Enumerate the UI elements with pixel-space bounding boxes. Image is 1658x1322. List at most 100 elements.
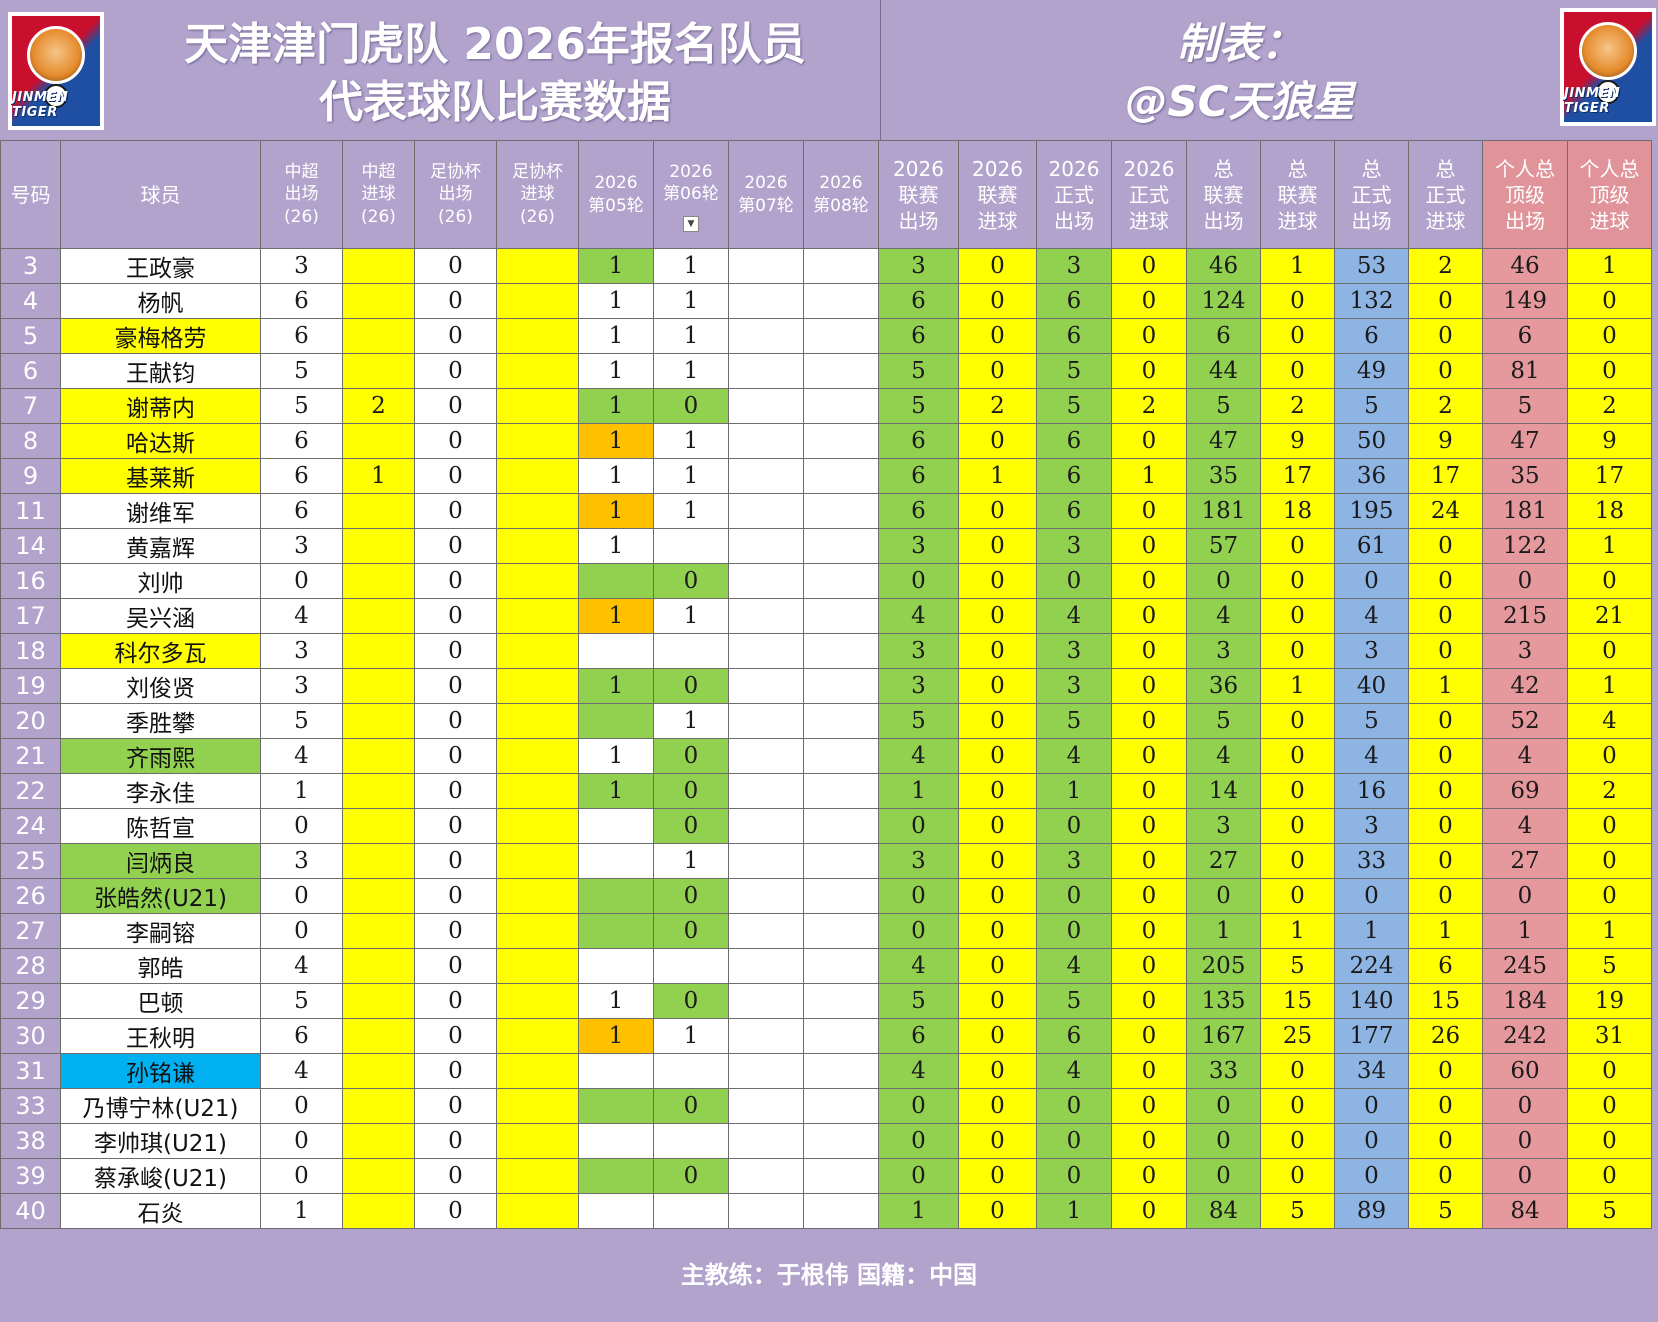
cell-personal-top-goals[interactable]: 0 bbox=[1567, 318, 1652, 354]
cell-round-07[interactable] bbox=[728, 598, 804, 634]
cell-number[interactable]: 3 bbox=[0, 248, 61, 284]
cell-round-06[interactable]: 0 bbox=[653, 1158, 729, 1194]
cell-fa-apps[interactable]: 0 bbox=[414, 913, 497, 949]
cell-round-08[interactable] bbox=[803, 528, 879, 564]
cell-2026-league-apps[interactable]: 5 bbox=[878, 353, 959, 389]
cell-number[interactable]: 7 bbox=[0, 388, 61, 424]
cell-fa-apps[interactable]: 0 bbox=[414, 458, 497, 494]
cell-round-06[interactable]: 0 bbox=[653, 563, 729, 599]
cell-2026-league-goals[interactable]: 0 bbox=[958, 1193, 1037, 1229]
cell-2026-official-apps[interactable]: 5 bbox=[1036, 983, 1112, 1019]
cell-2026-official-goals[interactable]: 0 bbox=[1111, 528, 1187, 564]
cell-csl-goals[interactable] bbox=[342, 878, 415, 914]
cell-round-05[interactable] bbox=[578, 878, 654, 914]
cell-personal-top-apps[interactable]: 0 bbox=[1482, 1123, 1568, 1159]
cell-2026-official-goals[interactable]: 0 bbox=[1111, 983, 1187, 1019]
cell-fa-apps[interactable]: 0 bbox=[414, 1158, 497, 1194]
cell-round-05[interactable] bbox=[578, 948, 654, 984]
cell-2026-league-goals[interactable]: 0 bbox=[958, 738, 1037, 774]
cell-fa-apps[interactable]: 0 bbox=[414, 493, 497, 529]
cell-player-name[interactable]: 王政豪 bbox=[60, 248, 261, 284]
cell-2026-official-goals[interactable]: 0 bbox=[1111, 633, 1187, 669]
cell-fa-apps[interactable]: 0 bbox=[414, 388, 497, 424]
cell-2026-league-goals[interactable]: 0 bbox=[958, 948, 1037, 984]
cell-csl-goals[interactable] bbox=[342, 808, 415, 844]
cell-total-official-apps[interactable]: 195 bbox=[1334, 493, 1409, 529]
cell-personal-top-apps[interactable]: 4 bbox=[1482, 738, 1568, 774]
cell-csl-apps[interactable]: 0 bbox=[260, 878, 343, 914]
cell-csl-goals[interactable] bbox=[342, 1123, 415, 1159]
cell-2026-league-goals[interactable]: 0 bbox=[958, 878, 1037, 914]
cell-personal-top-goals[interactable]: 1 bbox=[1567, 248, 1652, 284]
cell-round-08[interactable] bbox=[803, 563, 879, 599]
header-csl-goals[interactable]: 中超 进球 (26) bbox=[342, 140, 415, 249]
cell-total-official-goals[interactable]: 5 bbox=[1408, 1193, 1483, 1229]
cell-csl-goals[interactable] bbox=[342, 283, 415, 319]
cell-csl-apps[interactable]: 0 bbox=[260, 808, 343, 844]
cell-2026-official-goals[interactable]: 0 bbox=[1111, 353, 1187, 389]
cell-csl-goals[interactable] bbox=[342, 983, 415, 1019]
cell-2026-league-apps[interactable]: 4 bbox=[878, 598, 959, 634]
cell-total-league-goals[interactable]: 5 bbox=[1260, 1193, 1335, 1229]
cell-round-08[interactable] bbox=[803, 1158, 879, 1194]
cell-round-05[interactable]: 1 bbox=[578, 388, 654, 424]
cell-fa-apps[interactable]: 0 bbox=[414, 948, 497, 984]
cell-2026-official-apps[interactable]: 6 bbox=[1036, 423, 1112, 459]
cell-2026-league-apps[interactable]: 6 bbox=[878, 493, 959, 529]
cell-total-official-apps[interactable]: 177 bbox=[1334, 1018, 1409, 1054]
cell-2026-league-apps[interactable]: 3 bbox=[878, 843, 959, 879]
cell-csl-apps[interactable]: 5 bbox=[260, 703, 343, 739]
cell-fa-apps[interactable]: 0 bbox=[414, 598, 497, 634]
cell-total-league-apps[interactable]: 124 bbox=[1186, 283, 1261, 319]
header-total-official-apps[interactable]: 总正式 出场 bbox=[1334, 140, 1409, 249]
cell-number[interactable]: 5 bbox=[0, 318, 61, 354]
cell-round-05[interactable]: 1 bbox=[578, 458, 654, 494]
cell-round-08[interactable] bbox=[803, 598, 879, 634]
cell-2026-league-goals[interactable]: 0 bbox=[958, 493, 1037, 529]
cell-2026-official-goals[interactable]: 0 bbox=[1111, 948, 1187, 984]
cell-total-league-apps[interactable]: 0 bbox=[1186, 1088, 1261, 1124]
cell-csl-apps[interactable]: 0 bbox=[260, 563, 343, 599]
cell-personal-top-goals[interactable]: 0 bbox=[1567, 843, 1652, 879]
cell-2026-league-goals[interactable]: 0 bbox=[958, 1018, 1037, 1054]
cell-player-name[interactable]: 闫炳良 bbox=[60, 843, 261, 879]
cell-personal-top-goals[interactable]: 0 bbox=[1567, 808, 1652, 844]
cell-round-07[interactable] bbox=[728, 318, 804, 354]
cell-2026-official-goals[interactable]: 0 bbox=[1111, 773, 1187, 809]
cell-fa-goals[interactable] bbox=[496, 1053, 579, 1089]
cell-round-08[interactable] bbox=[803, 808, 879, 844]
cell-player-name[interactable]: 石炎 bbox=[60, 1193, 261, 1229]
cell-round-07[interactable] bbox=[728, 948, 804, 984]
cell-round-06[interactable]: 0 bbox=[653, 773, 729, 809]
header-fa-goals[interactable]: 足协杯 进球 (26) bbox=[496, 140, 579, 249]
cell-total-league-apps[interactable]: 27 bbox=[1186, 843, 1261, 879]
cell-personal-top-goals[interactable]: 0 bbox=[1567, 563, 1652, 599]
cell-personal-top-apps[interactable]: 60 bbox=[1482, 1053, 1568, 1089]
cell-fa-goals[interactable] bbox=[496, 983, 579, 1019]
cell-personal-top-goals[interactable]: 31 bbox=[1567, 1018, 1652, 1054]
cell-total-league-goals[interactable]: 0 bbox=[1260, 353, 1335, 389]
cell-round-08[interactable] bbox=[803, 458, 879, 494]
cell-2026-official-goals[interactable]: 0 bbox=[1111, 808, 1187, 844]
cell-personal-top-goals[interactable]: 0 bbox=[1567, 1088, 1652, 1124]
cell-csl-goals[interactable] bbox=[342, 563, 415, 599]
header-csl-apps[interactable]: 中超 出场 (26) bbox=[260, 140, 343, 249]
cell-personal-top-apps[interactable]: 122 bbox=[1482, 528, 1568, 564]
cell-round-06[interactable]: 1 bbox=[653, 843, 729, 879]
cell-2026-official-apps[interactable]: 3 bbox=[1036, 843, 1112, 879]
cell-csl-apps[interactable]: 0 bbox=[260, 913, 343, 949]
cell-total-official-apps[interactable]: 1 bbox=[1334, 913, 1409, 949]
cell-round-06[interactable] bbox=[653, 633, 729, 669]
cell-number[interactable]: 40 bbox=[0, 1193, 61, 1229]
cell-total-league-apps[interactable]: 14 bbox=[1186, 773, 1261, 809]
cell-2026-official-goals[interactable]: 0 bbox=[1111, 878, 1187, 914]
cell-2026-league-goals[interactable]: 0 bbox=[958, 1088, 1037, 1124]
cell-personal-top-goals[interactable]: 0 bbox=[1567, 283, 1652, 319]
cell-2026-league-apps[interactable]: 6 bbox=[878, 458, 959, 494]
cell-csl-goals[interactable] bbox=[342, 1053, 415, 1089]
cell-total-official-goals[interactable]: 0 bbox=[1408, 353, 1483, 389]
cell-round-05[interactable] bbox=[578, 1123, 654, 1159]
cell-2026-league-apps[interactable]: 3 bbox=[878, 633, 959, 669]
cell-total-official-goals[interactable]: 0 bbox=[1408, 808, 1483, 844]
cell-fa-apps[interactable]: 0 bbox=[414, 1088, 497, 1124]
